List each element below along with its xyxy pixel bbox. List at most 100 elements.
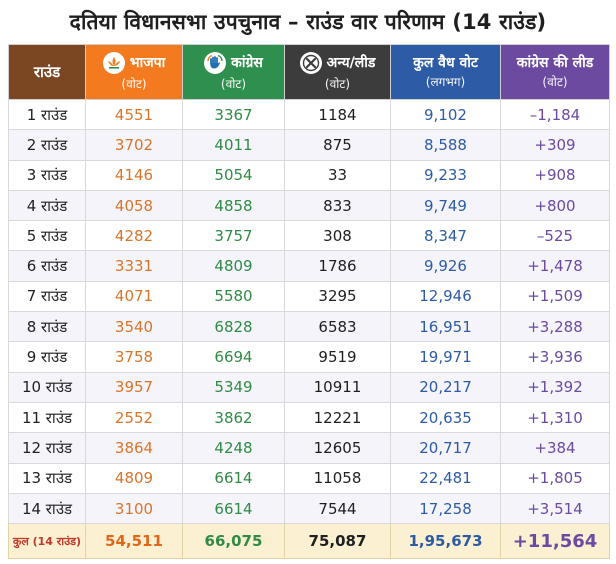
- round-cell: 13 राउंड: [8, 462, 86, 494]
- inc-cell: 5349: [182, 371, 285, 403]
- header-lead-sub: (वोट): [542, 75, 568, 89]
- lead-cell: +3,936: [500, 341, 610, 373]
- header-inc-sub: (वोट): [220, 77, 247, 91]
- round-cell: 7 राउंड: [8, 280, 86, 313]
- page-title: दतिया विधानसभा उपचुनाव – राउंड वार परिणा…: [69, 10, 547, 34]
- valid-cell: 9,749: [390, 189, 501, 222]
- table-row: 9 राउंड 3758 6694 9519 19,971 +3,936: [8, 341, 610, 373]
- table-row: 7 राउंड 4071 5580 3295 12,946 +1,509: [8, 280, 610, 313]
- hand-icon: [204, 52, 227, 74]
- bjp-cell: 3758: [85, 341, 183, 373]
- lotus-icon: [102, 52, 125, 74]
- others-cell: 308: [284, 220, 391, 252]
- inc-cell: 5580: [182, 280, 285, 313]
- others-cell: 11058: [284, 462, 391, 494]
- bjp-cell: 3957: [85, 371, 183, 403]
- round-cell: 14 राउंड: [8, 492, 86, 525]
- round-cell: 9 राउंड: [8, 341, 86, 373]
- others-cell: 12221: [284, 401, 391, 434]
- table-row: 12 राउंड 3864 4248 12605 20,717 +384: [8, 432, 610, 464]
- total-round-cell: कुल (14 राउंड): [8, 523, 86, 560]
- round-cell: 5 राउंड: [8, 220, 86, 252]
- table-row: 3 राउंड 4146 5054 33 9,233 +908: [8, 159, 610, 191]
- header-valid-sub: (लगभग): [425, 75, 466, 89]
- header-lead-label: कांग्रेस की लीड: [516, 55, 594, 71]
- inc-cell: 5054: [182, 159, 285, 191]
- total-bjp-cell: 54,511: [85, 523, 183, 560]
- valid-cell: 19,971: [390, 341, 501, 373]
- others-cell: 1184: [284, 98, 391, 131]
- round-cell: 6 राउंड: [8, 250, 86, 282]
- table-row: 11 राउंड 2552 3862 12221 20,635 +1,310: [8, 401, 610, 434]
- lead-cell: +1,478: [500, 250, 610, 282]
- table-row: 5 राउंड 4282 3757 308 8,347 –525: [8, 220, 610, 252]
- inc-cell: 6694: [182, 341, 285, 373]
- table-row: 4 राउंड 4058 4858 833 9,749 +800: [8, 189, 610, 222]
- lead-cell: +3,514: [500, 492, 610, 525]
- others-cell: 1786: [284, 250, 391, 282]
- header-others-label: अन्य/लीड: [326, 55, 376, 71]
- others-cell: 833: [284, 189, 391, 222]
- others-cell: 9519: [284, 341, 391, 373]
- valid-cell: 8,588: [390, 129, 501, 161]
- header-valid-label: कुल वैध वोट: [413, 55, 478, 71]
- inc-cell: 4011: [182, 129, 285, 161]
- table-row: 13 राउंड 4809 6614 11058 22,481 +1,805: [8, 462, 610, 494]
- header-bjp: भाजपा (वोट): [85, 44, 183, 100]
- lead-cell: +1,509: [500, 280, 610, 313]
- round-cell: 12 राउंड: [8, 432, 86, 464]
- valid-cell: 17,258: [390, 492, 501, 525]
- header-bjp-sub: (वोट): [121, 77, 147, 91]
- round-cell: 8 राउंड: [8, 311, 86, 343]
- round-cell: 1 राउंड: [8, 98, 86, 131]
- others-cell: 6583: [284, 311, 391, 343]
- round-cell: 4 राउंड: [8, 189, 86, 222]
- table-row: 2 राउंड 3702 4011 875 8,588 +309: [8, 129, 610, 161]
- lead-cell: +800: [500, 189, 610, 222]
- inc-cell: 3862: [182, 401, 285, 434]
- round-cell: 2 राउंड: [8, 129, 86, 161]
- bjp-cell: 4058: [85, 189, 183, 222]
- header-valid: कुल वैध वोट (लगभग): [390, 44, 501, 100]
- inc-cell: 6828: [182, 311, 285, 343]
- total-others-cell: 75,087: [284, 523, 391, 560]
- bjp-cell: 3864: [85, 432, 183, 464]
- valid-cell: 8,347: [390, 220, 501, 252]
- lead-cell: +3,288: [500, 311, 610, 343]
- round-cell: 10 राउंड: [8, 371, 86, 403]
- valid-cell: 20,635: [390, 401, 501, 434]
- bjp-cell: 3702: [85, 129, 183, 161]
- valid-cell: 16,951: [390, 311, 501, 343]
- lead-cell: +1,392: [500, 371, 610, 403]
- bjp-cell: 4282: [85, 220, 183, 252]
- table-row: 6 राउंड 3331 4809 1786 9,926 +1,478: [8, 250, 610, 282]
- lead-cell: –1,184: [500, 98, 610, 131]
- table-row: 14 राउंड 3100 6614 7544 17,258 +3,514: [8, 492, 610, 525]
- lead-cell: +309: [500, 129, 610, 161]
- inc-cell: 6614: [182, 492, 285, 525]
- valid-cell: 9,926: [390, 250, 501, 282]
- table-row: 10 राउंड 3957 5349 10911 20,217 +1,392: [8, 371, 610, 403]
- header-others-sub: (वोट): [324, 77, 351, 91]
- header-round-label: राउंड: [33, 63, 61, 81]
- header-lead: कांग्रेस की लीड (वोट): [500, 44, 610, 100]
- table-row: 1 राउंड 4551 3367 1184 9,102 –1,184: [8, 98, 610, 131]
- total-valid-cell: 1,95,673: [390, 523, 501, 560]
- bjp-cell: 4146: [85, 159, 183, 191]
- bjp-cell: 4551: [85, 98, 183, 131]
- others-cell: 12605: [284, 432, 391, 464]
- bjp-cell: 3540: [85, 311, 183, 343]
- valid-cell: 20,717: [390, 432, 501, 464]
- header-round: राउंड: [8, 44, 86, 100]
- valid-cell: 12,946: [390, 280, 501, 313]
- others-cell: 33: [284, 159, 391, 191]
- cross-icon: [299, 52, 322, 74]
- inc-cell: 4858: [182, 189, 285, 222]
- total-lead-cell: +11,564: [500, 523, 610, 560]
- valid-cell: 9,233: [390, 159, 501, 191]
- bjp-cell: 3331: [85, 250, 183, 282]
- lead-cell: –525: [500, 220, 610, 252]
- inc-cell: 3367: [182, 98, 285, 131]
- others-cell: 3295: [284, 280, 391, 313]
- total-row: कुल (14 राउंड) 54,511 66,075 75,087 1,95…: [8, 523, 610, 560]
